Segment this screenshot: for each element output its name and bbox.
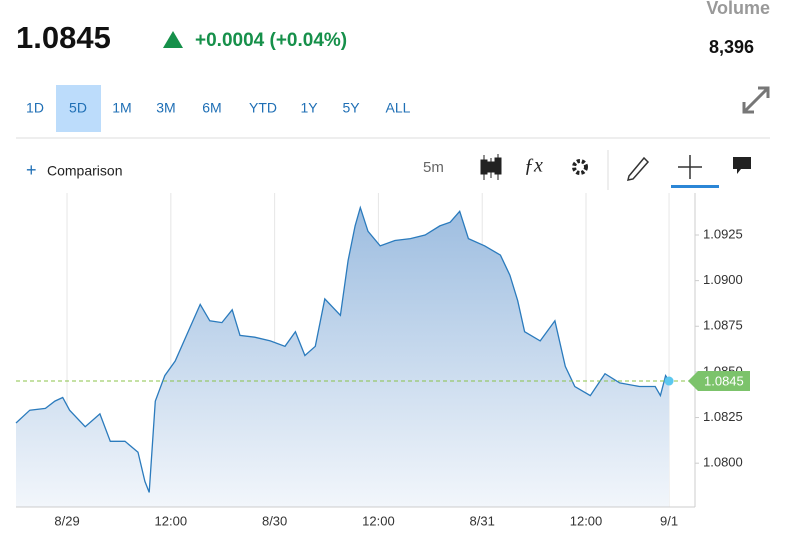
y-tick-label: 1.0825 (703, 409, 743, 424)
x-tick-label: 9/1 (660, 513, 678, 528)
price: 1.0845 (16, 20, 111, 55)
range-button[interactable]: 6M (202, 100, 221, 116)
last-point (664, 376, 674, 386)
range-button[interactable]: 1D (26, 100, 44, 116)
last-price-label: 1.0845 (704, 373, 744, 388)
up-arrow (163, 31, 183, 48)
range-button[interactable]: 5Y (342, 100, 360, 116)
crosshair-icon[interactable] (678, 155, 702, 179)
range-button[interactable]: 1Y (300, 100, 318, 116)
range-bar: 1D 5D 1M 3M 6M YTD 1Y 5Y ALL (26, 100, 411, 116)
range-selected (56, 85, 101, 132)
range-button[interactable]: 5D (69, 100, 87, 116)
x-tick-label: 12:00 (362, 513, 395, 528)
draw-icon[interactable] (626, 156, 650, 181)
price-badge (688, 371, 750, 392)
expand-icon[interactable] (742, 86, 770, 114)
settings-icon[interactable] (572, 159, 588, 175)
y-tick-label: 1.0925 (703, 226, 743, 241)
indicator-icon[interactable]: ƒx (524, 155, 543, 177)
y-tick-label: 1.0900 (703, 272, 743, 287)
comment-icon[interactable] (733, 157, 751, 174)
crosshair-active (671, 185, 719, 188)
change: +0.0004 (+0.04%) (195, 30, 347, 51)
y-tick-label: 1.0875 (703, 318, 743, 333)
range-button[interactable]: 1M (112, 100, 131, 116)
x-tick-label: 8/30 (262, 513, 287, 528)
x-tick-label: 8/31 (470, 513, 495, 528)
candle-icon[interactable] (480, 154, 502, 180)
comparison-button[interactable]: Comparison (47, 163, 122, 179)
plus-icon: + (26, 160, 37, 180)
interval-button[interactable]: 5m (423, 159, 444, 176)
x-tick-label: 12:00 (570, 513, 603, 528)
range-button[interactable]: YTD (249, 100, 277, 116)
volume-label: Volume (706, 0, 770, 18)
x-tick-label: 12:00 (155, 513, 188, 528)
range-button[interactable]: 3M (156, 100, 175, 116)
range-button[interactable]: ALL (386, 100, 411, 116)
area (16, 207, 670, 507)
y-tick-label: 1.0800 (703, 455, 743, 470)
volume: 8,396 (709, 37, 754, 57)
plot: 8/29 12:00 8/30 12:00 8/31 12:00 9/1 1.0800 1.08… (15, 193, 750, 528)
price-line (15, 205, 670, 493)
x-tick-label: 8/29 (54, 513, 79, 528)
